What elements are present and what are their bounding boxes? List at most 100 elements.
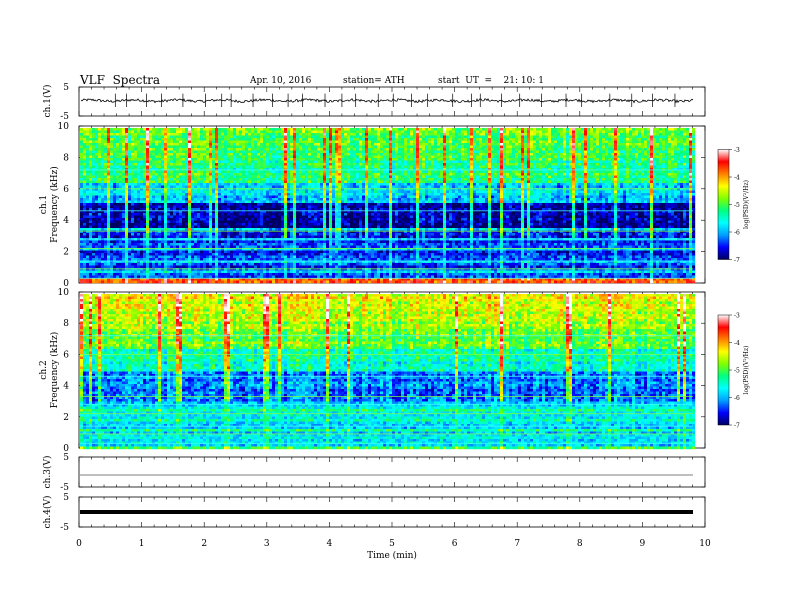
- ch1-spectrogram-cell: [350, 156, 353, 159]
- ch1-spectrogram-cell: [503, 146, 506, 149]
- ch1-spectrogram-cell: [563, 158, 566, 161]
- ch1-spectrogram-cell: [98, 161, 101, 164]
- ch1-spectrogram-cell: [101, 151, 104, 154]
- ch1-spectrogram-cell: [296, 133, 299, 136]
- ch1-spectrogram-cell: [140, 141, 143, 144]
- ch1-spectrogram-cell: [317, 128, 320, 131]
- ch1-spectrogram-cell: [377, 156, 380, 159]
- ch1-spectrogram-cell: [329, 133, 332, 136]
- ch1-spectrogram-cell: [407, 128, 410, 131]
- ch1-spectrogram-cell: [473, 136, 476, 139]
- ch1-spectrogram-cell: [296, 131, 299, 134]
- ch1-spectrogram-cell: [641, 146, 644, 149]
- ch1-spectrogram-cell: [641, 148, 644, 151]
- ch1-spectrogram-cell: [491, 158, 494, 161]
- ch1-spectrogram-cell: [161, 161, 164, 164]
- ch1-spectrogram-cell: [455, 148, 458, 151]
- ch1-spectrogram-cell: [593, 131, 596, 134]
- ch1-spectrogram-cell: [245, 148, 248, 151]
- ch1-spectrogram-cell: [254, 148, 257, 151]
- ch1-spectrogram-cell: [377, 131, 380, 134]
- ch1-spectrogram-cell: [152, 136, 155, 139]
- ch1-spectrogram-cell: [149, 156, 152, 159]
- ch1-spectrogram-cell: [194, 158, 197, 161]
- ch1-spectrogram-cell: [647, 148, 650, 151]
- ch1-spectrogram-cell: [113, 148, 116, 151]
- ch1-spectrogram-cell: [401, 138, 404, 141]
- ch1-spectrogram-cell: [692, 138, 695, 141]
- ch1-spectrogram-cell: [152, 161, 155, 164]
- ch1-spectrogram-cell: [497, 138, 500, 141]
- ch1-spectrogram-cell: [167, 148, 170, 151]
- ch1-spectrogram-cell: [206, 158, 209, 161]
- ch1-spectrogram-cell: [329, 141, 332, 144]
- ch1-spectrogram-cell: [461, 141, 464, 144]
- ch1-spectrogram-cell: [674, 158, 677, 161]
- ch1-spectrogram-cell: [458, 151, 461, 154]
- ch1-spectrogram-cell: [350, 138, 353, 141]
- ch1-spectrogram-cell: [614, 143, 617, 146]
- ch1-spectrogram-cell: [581, 131, 584, 134]
- ch1-spectrogram-cell: [299, 146, 302, 149]
- ch1-spectrogram-cell: [491, 156, 494, 159]
- ch1-spectrogram-cell: [626, 151, 629, 154]
- ch1-spectrogram-cell: [260, 158, 263, 161]
- ch1-spectrogram-cell: [302, 158, 305, 161]
- ch1-spectrogram-cell: [407, 136, 410, 139]
- ch1-spectrogram-cell: [152, 138, 155, 141]
- ch1-spectrogram-cell: [578, 151, 581, 154]
- ch1-spectrogram-cell: [350, 146, 353, 149]
- ch1-spectrogram-cell: [248, 161, 251, 164]
- ch1-spectrogram-cell: [464, 136, 467, 139]
- ch1-spectrogram-cell: [476, 136, 479, 139]
- ch1-spectrogram-cell: [563, 156, 566, 159]
- ch1-spectrogram-cell: [671, 141, 674, 144]
- ch1-spectrogram-cell: [191, 161, 194, 164]
- ch1-spectrogram-cell: [503, 151, 506, 154]
- ch1-spectrogram-cell: [572, 133, 575, 136]
- ch1-spectrogram-cell: [533, 153, 536, 156]
- ch1-spectrogram-cell: [368, 151, 371, 154]
- ch1-spectrogram-cell: [368, 133, 371, 136]
- ch1-spectrogram-cell: [611, 158, 614, 161]
- ch1-spectrogram-cell: [407, 143, 410, 146]
- ch1-spectrogram-cell: [197, 153, 200, 156]
- ch1-spectrogram-cell: [542, 133, 545, 136]
- ch1-spectrogram-cell: [329, 128, 332, 131]
- ch1-spectrogram-cell: [587, 153, 590, 156]
- ch1-spectrogram-cell: [131, 156, 134, 159]
- ch1-spectrogram-cell: [224, 161, 227, 164]
- ch1-spectrogram-cell: [374, 133, 377, 136]
- ch1-spectrogram-cell: [200, 133, 203, 136]
- ch1-spectrogram-cell: [449, 136, 452, 139]
- ch1-spectrogram-cell: [284, 161, 287, 164]
- ch1-spectrogram-cell: [323, 143, 326, 146]
- ch1-spectrogram-cell: [194, 131, 197, 134]
- ch1-spectrogram-cell: [545, 146, 548, 149]
- ch1-spectrogram-cell: [332, 151, 335, 154]
- ch1-spectrogram-cell: [653, 153, 656, 156]
- ch1-spectrogram-cell: [353, 146, 356, 149]
- ch1-spectrogram-cell: [329, 143, 332, 146]
- ch1-spectrogram-cell: [641, 151, 644, 154]
- ch1-spectrogram-cell: [143, 156, 146, 159]
- ch1-spectrogram-cell: [467, 156, 470, 159]
- ch1-spectrogram-cell: [497, 148, 500, 151]
- ch1-spectrogram-cell: [149, 146, 152, 149]
- ch1-spectrogram-cell: [131, 148, 134, 151]
- ch1-spectrogram-cell: [308, 141, 311, 144]
- ch1-spectrogram-cell: [215, 133, 218, 136]
- ch1-spectrogram-cell: [188, 158, 191, 161]
- ch1-spectrogram-cell: [254, 151, 257, 154]
- ch1-spectrogram-cell: [656, 146, 659, 149]
- ch1-spectrogram-cell: [242, 128, 245, 131]
- ch1-spectrogram-cell: [227, 153, 230, 156]
- ch1-spectrogram-cell: [305, 153, 308, 156]
- ch1-spectrogram-cell: [488, 146, 491, 149]
- ch1-spectrogram-cell: [536, 141, 539, 144]
- ch1-spectrogram-cell: [107, 133, 110, 136]
- ch1-spectrogram-cell: [410, 141, 413, 144]
- ch1-spectrogram-cell: [641, 131, 644, 134]
- ch1-spectrogram-cell: [623, 151, 626, 154]
- ch1-spectrogram-cell: [503, 148, 506, 151]
